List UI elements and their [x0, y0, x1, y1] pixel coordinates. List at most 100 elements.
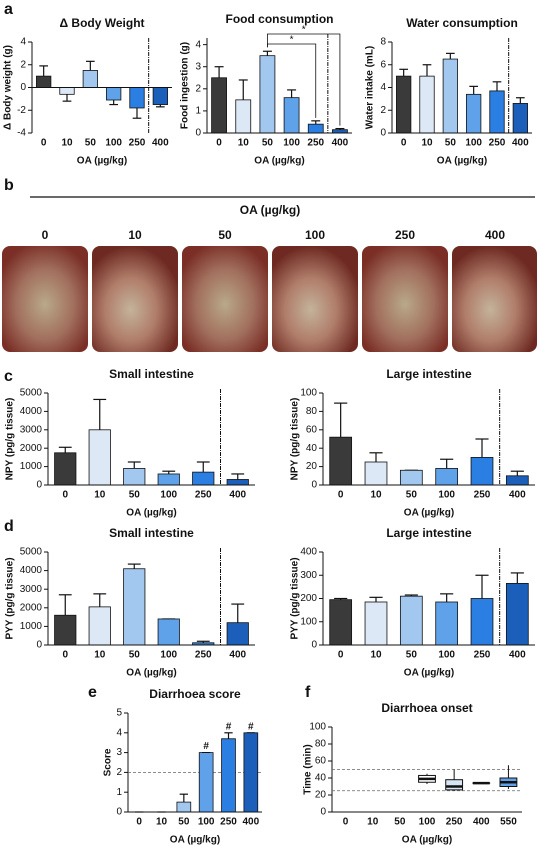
photo: [272, 246, 358, 352]
bar: [157, 618, 180, 646]
chart-title: Water consumption: [406, 16, 518, 30]
bar: [198, 752, 214, 813]
x-tick-label: 0: [41, 138, 47, 149]
x-tick-label: 100: [438, 490, 455, 501]
chart-title: Δ Body Weight: [59, 16, 144, 30]
y-tick-label: 1000: [20, 621, 43, 632]
x-tick-label: 400: [512, 138, 529, 149]
x-tick-label: 250: [220, 817, 237, 828]
bar: [129, 87, 145, 109]
x-tick-label: 100: [438, 650, 455, 661]
x-axis-label: OA (µg/kg): [126, 508, 176, 519]
x-tick-label: 0: [216, 138, 222, 149]
x-tick-label: 0: [343, 817, 349, 828]
bar: [259, 55, 276, 134]
bar: [88, 429, 111, 486]
x-axis-label: OA (µg/kg): [254, 156, 304, 167]
x-tick-label: 400: [242, 817, 259, 828]
y-tick-label: 5000: [20, 388, 43, 399]
bar: [88, 606, 111, 646]
bar: [470, 456, 494, 486]
x-tick-label: 50: [394, 817, 406, 828]
y-tick-label: 4: [380, 82, 386, 93]
x-tick-label: 100: [419, 817, 436, 828]
x-axis-label: OA (µg/kg): [126, 668, 176, 679]
photo: [2, 246, 88, 352]
photo: [362, 246, 448, 352]
y-tick-label: 4000: [20, 406, 43, 417]
x-tick-label: 250: [307, 138, 324, 149]
y-tick-label: 3: [195, 61, 201, 72]
bar: [329, 599, 353, 646]
x-axis-label: OA (µg/kg): [170, 835, 220, 846]
y-axis-label: Water intake (mL): [365, 46, 376, 130]
y-tick-label: 2000: [20, 602, 43, 613]
x-tick-label: 0: [338, 490, 344, 501]
x-tick-label: 400: [509, 490, 526, 501]
x-tick-label: 10: [156, 817, 168, 828]
annotation: #: [226, 721, 232, 732]
x-tick-label: 400: [332, 138, 349, 149]
photo-label: 50: [218, 228, 232, 242]
y-tick-label: 20: [306, 461, 318, 472]
x-tick-label: 250: [489, 138, 506, 149]
x-tick-label: 50: [178, 817, 190, 828]
x-tick-label: 250: [446, 817, 463, 828]
x-axis-label: OA (µg/kg): [402, 835, 452, 846]
chart-title: Small intestine: [109, 367, 194, 381]
x-tick-label: 400: [152, 138, 169, 149]
bar: [82, 70, 98, 88]
y-tick-label: 8: [380, 37, 386, 48]
y-tick-label: 1000: [20, 461, 43, 472]
bar: [364, 461, 388, 486]
y-tick-label: 0: [20, 82, 26, 93]
y-axis-label: NPY (pg/g tissue): [290, 398, 301, 481]
bar: [123, 568, 146, 646]
x-axis-label: OA (µg/kg): [437, 156, 487, 167]
bar: [54, 452, 77, 486]
annotation: #: [248, 721, 254, 732]
y-tick-label: 2: [116, 767, 122, 778]
y-tick-label: 400: [300, 547, 317, 558]
bar: [442, 58, 458, 134]
y-tick-label: 1: [116, 787, 122, 798]
y-tick-label: 40: [306, 443, 318, 454]
x-tick-label: 100: [105, 138, 122, 149]
y-tick-label: 4: [20, 37, 26, 48]
y-tick-label: 2: [195, 83, 201, 94]
y-tick-label: 0: [311, 480, 317, 491]
x-tick-label: 50: [129, 650, 141, 661]
y-tick-label: 0: [36, 640, 42, 651]
photo: [92, 246, 178, 352]
x-tick-label: 10: [61, 138, 73, 149]
y-axis-label: PYY (pg/g tissue): [290, 557, 301, 639]
x-tick-label: 0: [401, 138, 407, 149]
panel-label: a: [4, 1, 13, 18]
photo-strip: [2, 246, 537, 352]
y-tick-label: 100: [300, 616, 317, 627]
x-tick-label: 550: [500, 817, 517, 828]
x-tick-label: 250: [195, 650, 212, 661]
chart-title: Diarrhoea onset: [381, 701, 472, 715]
y-tick-label: 0: [116, 807, 122, 818]
y-tick-label: 4: [116, 727, 122, 738]
bar: [364, 601, 388, 646]
x-tick-label: 250: [195, 490, 212, 501]
bar: [505, 475, 529, 486]
photo: [182, 246, 268, 352]
annotation: #: [203, 741, 209, 752]
y-tick-label: 3: [116, 747, 122, 758]
y-axis-label: NPY (pg/g tissue): [5, 398, 16, 481]
x-tick-label: 10: [238, 138, 250, 149]
x-tick-label: 50: [445, 138, 457, 149]
y-axis-label: Δ Body weight (g): [3, 45, 14, 130]
x-tick-label: 10: [367, 817, 379, 828]
bar: [226, 622, 249, 646]
y-axis-label: Score: [103, 748, 114, 776]
bar: [226, 479, 249, 486]
y-tick-label: 80: [306, 406, 318, 417]
y-tick-label: 3000: [20, 424, 43, 435]
bar: [435, 601, 459, 646]
bar: [399, 469, 423, 486]
